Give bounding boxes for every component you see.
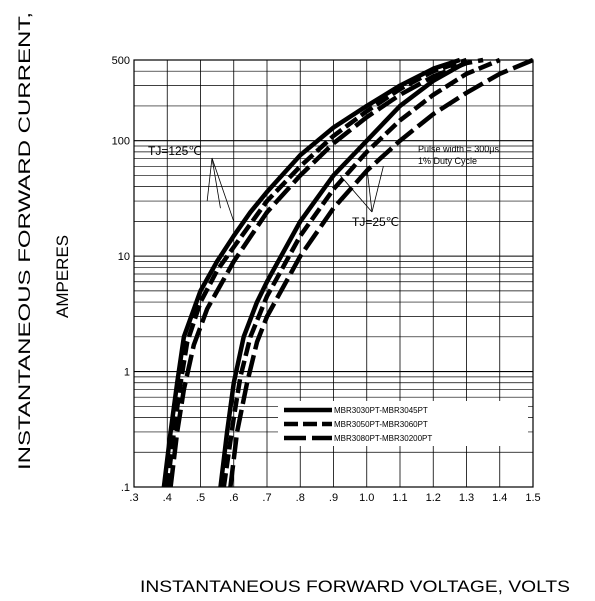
x-tick-label: 1.0 — [359, 492, 374, 504]
tj125-annotation: TJ=125℃ — [148, 144, 202, 158]
legend-items: MBR3030PT-MBR3045PT MBR3050PT-MBR3060PT MB… — [284, 406, 432, 443]
series-2-curve-tj25 — [221, 57, 501, 488]
x-tick-label: .9 — [329, 492, 338, 504]
y-tick-label: .1 — [121, 482, 130, 494]
y-axis-title-line-2: AMPERES — [53, 235, 72, 318]
tj25-arrow-line — [371, 166, 384, 213]
x-tick-label: 1.5 — [525, 492, 540, 504]
legend-label: MBR3050PT-MBR3060PT — [334, 420, 428, 429]
tj125-arrows — [206, 157, 235, 222]
tj125-arrow-line — [211, 157, 221, 209]
x-axis-title: INSTANTANEOUS FORWARD VOLTAGE, VOLTS — [140, 577, 570, 596]
x-tick-label: .7 — [262, 492, 271, 504]
x-tick-label: 1.4 — [492, 492, 507, 504]
y-tick-label: 500 — [112, 55, 130, 67]
legend-label: MBR3080PT-MBR30200PT — [334, 434, 432, 443]
y-tick-label: 1 — [124, 367, 130, 379]
x-tick-label: 1.1 — [392, 492, 407, 504]
legend: MBR3030PT-MBR3045PT MBR3050PT-MBR3060PT MB… — [278, 401, 528, 446]
x-tick-labels: .3 .4 .5 .6 .7 .8 .9 1.0 1.1 1.2 1.3 1.4 1.5 — [129, 492, 540, 504]
x-tick-label: .5 — [196, 492, 205, 504]
legend-label: MBR3030PT-MBR3045PT — [334, 406, 428, 415]
y-tick-label: 100 — [112, 136, 130, 148]
x-tick-label: .8 — [296, 492, 305, 504]
tj25-arrow-line — [366, 166, 373, 213]
tj25-arrows — [339, 166, 384, 213]
series-1-curve-tj25 — [218, 60, 468, 488]
duty-cycle-annotation: 1% Duty Cycle — [418, 156, 477, 166]
tj125-arrow-line — [211, 157, 235, 222]
x-tick-label: .3 — [129, 492, 138, 504]
series-curves — [161, 57, 534, 488]
tj25-arrow-line — [339, 175, 373, 213]
pulse-width-annotation: Pulse width = 300μs — [418, 144, 499, 154]
y-tick-labels: .1 1 10 100 500 — [112, 55, 130, 494]
x-tick-label: 1.2 — [426, 492, 441, 504]
series-2-curve-tj125 — [165, 57, 468, 488]
series-3-curve-tj125 — [168, 57, 484, 488]
x-tick-label: .4 — [163, 492, 172, 504]
x-tick-label: .6 — [229, 492, 238, 504]
series-3-curve-tj25 — [228, 57, 534, 488]
annotations: TJ=125℃ TJ=25℃ Pulse width = 300μs 1% Du… — [148, 144, 499, 229]
tj25-annotation: TJ=25℃ — [352, 215, 399, 229]
tj125-arrow-line — [206, 157, 213, 202]
plot-frame — [133, 59, 534, 488]
series-1-curve-tj125 — [161, 57, 461, 488]
y-axis-title-line-1: INSTANTANEOUS FORWARD CURRENT, — [15, 12, 34, 470]
y-tick-label: 10 — [118, 251, 130, 263]
x-tick-label: 1.3 — [459, 492, 474, 504]
